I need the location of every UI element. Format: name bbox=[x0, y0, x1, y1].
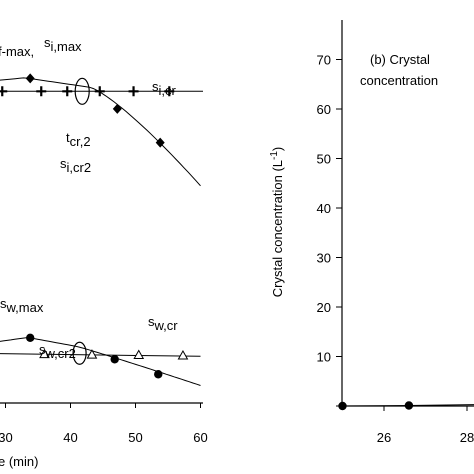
top-annotation-t-cr2: tcr,2 bbox=[66, 130, 91, 149]
bottom-point bbox=[26, 333, 35, 342]
panel-b-y-tick-label: 30 bbox=[317, 251, 331, 266]
panel-b-x-tick-label: 28 bbox=[460, 430, 474, 445]
top-annotation-fmax: f-max, bbox=[0, 44, 34, 59]
panel-b-y-tick-label: 50 bbox=[317, 152, 331, 167]
panel-a-x-tick-label: 60 bbox=[193, 430, 207, 445]
bottom-annotation-sw-max: sw,max bbox=[0, 296, 44, 315]
panel-a: 30 40 50 60 e (min) f-max, si,max si,cr tcr,2 si,… bbox=[0, 35, 208, 469]
bottom-line-sw-cr bbox=[0, 353, 201, 357]
top-point-plus bbox=[36, 86, 47, 97]
top-annotation-si-max: si,max bbox=[44, 35, 82, 54]
panel-a-x-tick-label: 30 bbox=[0, 430, 13, 445]
bottom-point-triangle bbox=[39, 348, 50, 359]
bottom-point-triangle bbox=[86, 349, 98, 359]
panel-b-y-axis-label: Crystal concentration (L-1) bbox=[269, 147, 285, 298]
panel-b-point bbox=[404, 401, 414, 410]
panel-b-title-line2: concentration bbox=[360, 73, 438, 88]
panel-b-y-tick-label: 10 bbox=[317, 350, 331, 365]
top-annotation-si-cr2: si,cr2 bbox=[60, 156, 91, 175]
top-point-plus bbox=[128, 86, 139, 97]
bottom-point-triangle bbox=[177, 349, 189, 360]
panel-b-y-tick-label: 40 bbox=[317, 201, 331, 216]
panel-b-y-tick-label: 70 bbox=[317, 53, 331, 68]
panel-b-point bbox=[338, 401, 347, 411]
panel-b-line-crystal bbox=[342, 404, 474, 407]
panel-a-x-axis-label: e (min) bbox=[0, 454, 38, 469]
top-point-plus bbox=[164, 86, 175, 97]
panel-b-y-tick-label: 60 bbox=[317, 102, 331, 117]
panel-b: 10203040506070262830Crystal concentratio… bbox=[269, 20, 474, 445]
top-point-plus bbox=[94, 86, 105, 97]
bottom-annotation-sw-cr: sw,cr bbox=[148, 314, 178, 333]
bottom-point bbox=[110, 355, 119, 364]
panel-b-title-line1: (b) Crystal bbox=[370, 52, 430, 67]
top-point bbox=[25, 73, 35, 84]
top-point-plus bbox=[0, 86, 8, 97]
panel-a-x-tick-label: 40 bbox=[63, 430, 77, 445]
bottom-annotation-sw-cr2: sw,cr2 bbox=[39, 342, 76, 361]
bottom-crossing-ellipse bbox=[72, 341, 87, 365]
top-point bbox=[155, 137, 165, 148]
panel-b-y-tick-label: 20 bbox=[317, 300, 331, 315]
panel-a-x-tick-label: 50 bbox=[128, 430, 142, 445]
top-point-plus bbox=[62, 86, 73, 97]
panel-b-x-tick-label: 26 bbox=[377, 430, 391, 445]
top-crossing-ellipse bbox=[74, 77, 90, 105]
bottom-line-sw bbox=[0, 337, 201, 386]
top-annotation-si-cr: si,cr bbox=[152, 79, 177, 98]
top-point bbox=[112, 103, 122, 114]
bottom-point-triangle bbox=[133, 349, 145, 360]
bottom-point bbox=[154, 370, 163, 379]
